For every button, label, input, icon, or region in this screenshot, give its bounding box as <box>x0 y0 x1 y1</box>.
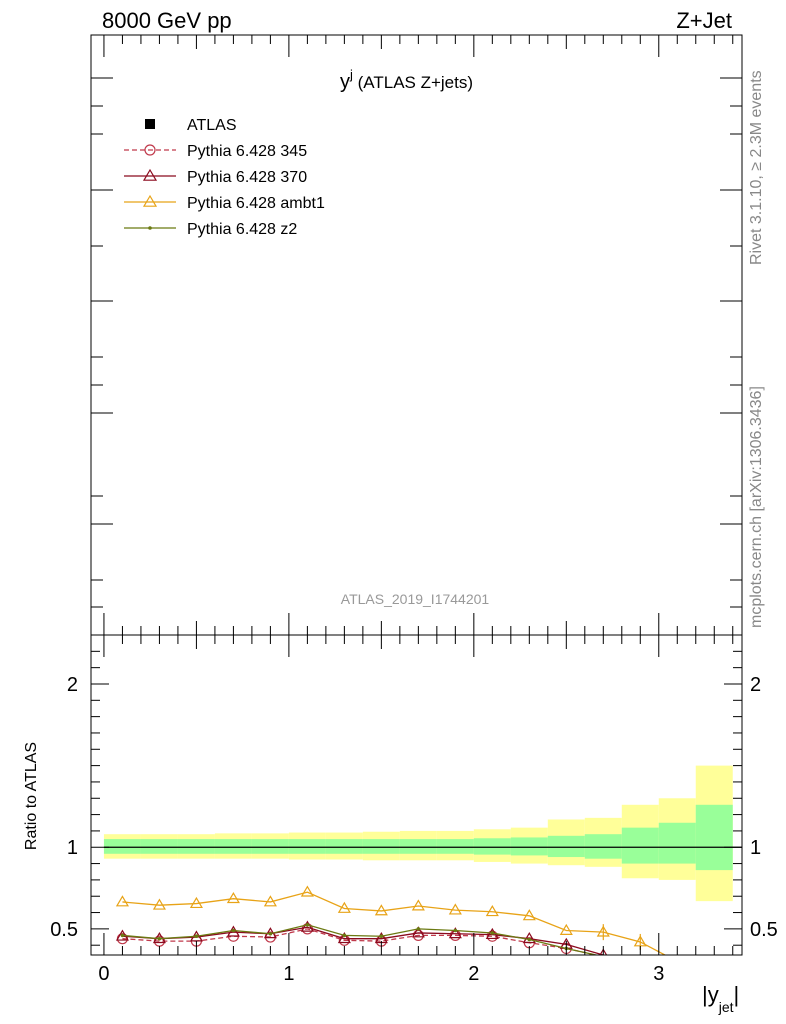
marker-triangle <box>374 904 388 916</box>
main-title-sup: j <box>349 67 353 82</box>
main-panel-title: yj (ATLAS Z+jets) <box>340 67 473 93</box>
marker-triangle <box>448 927 462 939</box>
legend-label: Pythia 6.428 ambt1 <box>187 195 325 212</box>
header-left: 8000 GeV pp <box>102 8 232 33</box>
legend-label: Pythia 6.428 345 <box>187 143 307 160</box>
ratio-y-tick-label: 2 <box>67 674 78 696</box>
ratio-xlabel: |yjet| <box>702 982 739 1015</box>
uncertainty-band-inner <box>695 804 733 871</box>
ratio-x-tick-label: 0 <box>98 963 109 985</box>
ratio-y-tick-label: 1 <box>67 837 78 859</box>
marker-dot <box>416 927 421 931</box>
marker-dot <box>342 933 347 938</box>
uncertainty-band-inner <box>214 839 252 854</box>
uncertainty-band-inner <box>362 839 400 854</box>
uncertainty-band-inner <box>140 839 178 854</box>
uncertainty-band-inner <box>251 839 289 854</box>
marker-dot <box>490 931 495 935</box>
legend-label: Pythia 6.428 370 <box>187 169 307 186</box>
marker-square <box>145 119 155 129</box>
ratio-panel-axes: 0.5 0.5 1 1 2 2 0 1 2 3 <box>50 635 778 985</box>
marker-dot <box>453 928 458 933</box>
legend-item: Pythia 6.428 345 <box>124 143 307 160</box>
uncertainty-band-inner <box>325 839 363 854</box>
marker-triangle <box>522 909 536 921</box>
marker-triangle <box>115 895 129 907</box>
xlabel-end: | <box>734 982 740 1007</box>
marker-triangle <box>337 901 351 913</box>
uncertainty-band-inner <box>584 834 622 859</box>
series-line <box>122 928 599 955</box>
series-line <box>122 926 609 955</box>
marker-dot <box>305 922 310 927</box>
ratio-x-tick-label: 3 <box>653 963 664 985</box>
marker-triangle <box>152 898 166 910</box>
marker-dot <box>194 934 199 939</box>
marker-triangle <box>226 891 240 904</box>
marker-triangle <box>337 931 351 944</box>
ratio-x-tick-label: 2 <box>468 963 479 985</box>
xlabel-main: |y <box>702 982 719 1007</box>
uncertainty-band-inner <box>473 838 511 855</box>
marker-triangle <box>522 931 536 944</box>
marker-dot <box>268 931 273 936</box>
marker-dot <box>120 933 125 938</box>
legend-item: ATLAS <box>145 117 237 134</box>
main-title-rest: (ATLAS Z+jets) <box>353 73 473 92</box>
uncertainty-band-inner <box>510 837 548 856</box>
legend-item: Pythia 6.428 z2 <box>124 221 297 238</box>
marker-triangle <box>448 903 462 915</box>
uncertainty-band-inner <box>399 839 437 854</box>
marker-triangle <box>559 923 573 935</box>
ratio-y-tick-label: 0.5 <box>750 919 778 941</box>
side-label-mcplots: mcplots.cern.ch [arXiv:1306.3436] <box>748 386 765 628</box>
marker-triangle <box>300 885 314 897</box>
marker-triangle <box>142 168 158 181</box>
uncertainty-band-inner <box>103 839 141 854</box>
marker-dot <box>148 226 152 230</box>
legend-label: Pythia 6.428 z2 <box>187 221 297 238</box>
uncertainty-band-inner <box>177 839 215 854</box>
marker-triangle <box>411 926 425 938</box>
marker-triangle <box>411 899 425 911</box>
legend-item: Pythia 6.428 ambt1 <box>124 194 325 212</box>
legend-item: Pythia 6.428 370 <box>124 168 307 186</box>
ratio-panel-frame <box>90 634 743 956</box>
ratio-panel-content <box>103 765 742 955</box>
uncertainty-band-inner <box>547 835 585 858</box>
series-line <box>122 891 667 955</box>
uncertainty-band-inner <box>621 827 659 864</box>
xlabel-sub: jet <box>718 999 734 1015</box>
legend-label: ATLAS <box>187 117 237 134</box>
legend: ATLAS Pythia 6.428 345 Pythia 6.428 370 Pyt… <box>124 117 325 238</box>
marker-dot <box>157 936 162 941</box>
side-label-rivet: Rivet 3.1.10, ≥ 2.3M events <box>748 70 765 265</box>
marker-triangle <box>633 935 647 947</box>
header-right: Z+Jet <box>676 8 732 33</box>
main-title-main: y <box>340 71 350 93</box>
ratio-y-tick-label: 1 <box>750 837 761 859</box>
marker-dot <box>527 937 532 942</box>
marker-triangle <box>596 925 610 937</box>
marker-triangle <box>142 194 158 207</box>
marker-triangle <box>263 895 277 907</box>
marker-dot <box>231 928 236 933</box>
uncertainty-band-inner <box>436 839 474 854</box>
ratio-series-group <box>115 885 667 955</box>
marker-triangle <box>599 948 608 955</box>
marker-circle <box>144 144 156 156</box>
marker-triangle <box>300 920 314 932</box>
ratio-y-tick-label: 2 <box>750 674 761 696</box>
ratio-x-tick-label: 1 <box>283 963 294 985</box>
main-panel-ticks <box>91 35 742 635</box>
marker-dot <box>379 934 384 939</box>
uncertainty-band-inner <box>288 839 326 854</box>
marker-triangle <box>189 896 203 909</box>
analysis-watermark: ATLAS_2019_I1744201 <box>341 591 490 607</box>
ratio-ylabel: Ratio to ATLAS <box>23 742 40 850</box>
ratio-y-tick-label: 0.5 <box>50 919 78 941</box>
marker-triangle <box>485 905 499 917</box>
uncertainty-band-inner <box>658 822 696 864</box>
